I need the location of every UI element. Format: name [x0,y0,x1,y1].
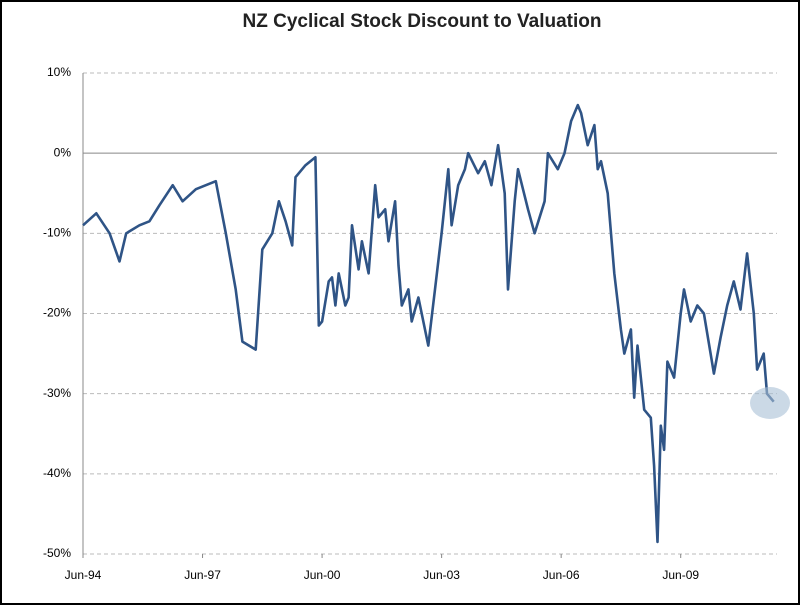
y-tick-label: -40% [43,466,71,480]
x-tick-label: Jun-09 [662,568,699,582]
highlight [750,387,790,419]
y-tick-label: 0% [54,145,72,159]
y-tick-label: 10% [47,65,71,79]
x-tick-label: Jun-06 [543,568,580,582]
y-tick-label: -50% [43,546,71,560]
data-line [82,103,775,544]
x-tick-label: Jun-97 [184,568,221,582]
x-tick-label: Jun-00 [304,568,341,582]
chart-title: NZ Cyclical Stock Discount to Valuation [243,11,602,32]
y-tick-label: -30% [43,386,71,400]
y-tick-label: -10% [43,226,71,240]
x-tick-label: Jun-94 [65,568,102,582]
x-tick-label: Jun-03 [423,568,460,582]
y-tick-label: -20% [43,306,71,320]
